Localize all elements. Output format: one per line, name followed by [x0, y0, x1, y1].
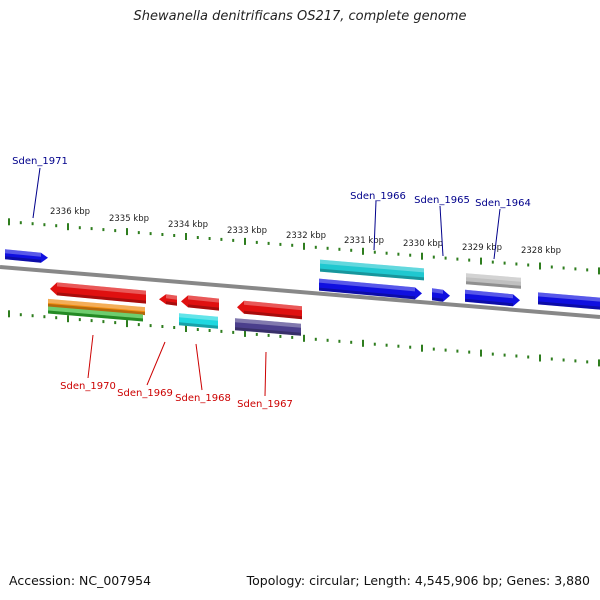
- gene-feature-r2: [48, 298, 145, 316]
- tick-label: 2336 kbp: [50, 207, 90, 217]
- tick-label: 2335 kbp: [109, 214, 149, 224]
- tick-label: 2330 kbp: [403, 239, 443, 249]
- inner-tick-track: [8, 310, 600, 367]
- accession-label: Accession: NC_007954: [9, 573, 152, 588]
- gene-feature-highlight: [244, 300, 302, 311]
- label-line-sden-1969: [146, 341, 166, 386]
- tick-label: 2328 kbp: [521, 246, 561, 256]
- gene-feature-f1: [5, 249, 48, 263]
- gene-feature-highlight: [432, 288, 443, 294]
- label-line-sden-1966: [373, 200, 377, 251]
- gene-feature-shadow: [538, 301, 600, 310]
- gene-feature-shadow: [319, 287, 415, 300]
- gene-feature-shadow: [166, 301, 177, 306]
- gene-feature-shadow: [179, 322, 218, 329]
- gene-feature-highlight: [235, 318, 301, 328]
- gene-feature-r4: [159, 294, 177, 306]
- gene-feature-shadow: [48, 303, 145, 316]
- genome-backbone: [0, 265, 600, 319]
- gene-feature-f6: [466, 273, 521, 289]
- gene-feature-shadow: [432, 297, 443, 302]
- label-line-sden-1964: [493, 208, 501, 260]
- gene-feature-shadow: [235, 327, 301, 336]
- gene-feature-shadow: [465, 298, 513, 307]
- gene-label-sden-1964: Sden_1964: [475, 198, 531, 209]
- label-line-sden-1965: [439, 205, 444, 257]
- feature-group: [5, 249, 600, 336]
- gene-label-group: Sden_1971 Sden_1966 Sden_1965 Sden_1964 …: [12, 156, 531, 410]
- gene-feature-highlight: [320, 259, 424, 273]
- map-title: Shewanella denitrificans OS217, complete…: [133, 9, 467, 24]
- gene-feature-highlight: [5, 249, 41, 257]
- gene-feature-highlight: [188, 295, 219, 303]
- tick-label: 2329 kbp: [462, 243, 502, 253]
- tick-label: 2334 kbp: [168, 220, 208, 230]
- gene-feature-shadow: [188, 304, 219, 311]
- gene-feature-shadow: [48, 310, 143, 322]
- gene-feature-highlight: [48, 306, 143, 319]
- gene-feature-highlight: [179, 313, 218, 321]
- gene-feature-f3: [319, 278, 422, 300]
- gene-feature-highlight: [319, 278, 415, 292]
- gene-feature-shadow: [5, 256, 41, 263]
- gene-label-sden-1968: Sden_1968: [175, 393, 231, 404]
- gene-feature-shadow: [320, 268, 424, 281]
- tick-label-group: 2336 kbp 2335 kbp 2334 kbp 2333 kbp 2332…: [50, 207, 561, 256]
- gene-label-sden-1971: Sden_1971: [12, 156, 68, 167]
- gene-feature-f5: [465, 289, 520, 307]
- gene-label-sden-1970: Sden_1970: [60, 381, 116, 392]
- gene-feature-f7: [538, 292, 600, 310]
- gene-feature-f2: [320, 259, 424, 281]
- gene-label-sden-1965: Sden_1965: [414, 195, 470, 206]
- gene-feature-highlight: [538, 292, 600, 302]
- gene-feature-shadow: [57, 292, 146, 304]
- outer-tick-track: [8, 218, 600, 275]
- tick-label: 2332 kbp: [286, 231, 326, 241]
- gene-feature-shadow: [466, 281, 521, 289]
- tick-label: 2331 kbp: [344, 236, 384, 246]
- label-line-sden-1970: [87, 334, 94, 379]
- gene-feature-highlight: [57, 282, 146, 295]
- gene-feature-r1: [50, 282, 146, 304]
- tick-label: 2333 kbp: [227, 226, 267, 236]
- gene-feature-f4: [432, 288, 450, 302]
- topology-label: Topology: circular; Length: 4,545,906 bp…: [246, 573, 590, 588]
- gene-feature-shadow: [244, 310, 302, 320]
- gene-feature-highlight: [48, 298, 145, 312]
- gene-label-sden-1966: Sden_1966: [350, 191, 406, 202]
- gene-feature-r5: [181, 295, 219, 311]
- label-line-sden-1971: [32, 167, 41, 219]
- gene-feature-r6: [179, 313, 218, 329]
- gene-feature-highlight: [166, 294, 177, 300]
- label-line-sden-1967: [264, 351, 267, 397]
- gene-label-sden-1967: Sden_1967: [237, 399, 293, 410]
- gene-label-sden-1969: Sden_1969: [117, 388, 173, 399]
- gene-feature-r8: [235, 318, 301, 336]
- gene-feature-r7: [237, 300, 302, 320]
- gene-feature-r3: [48, 306, 143, 322]
- label-line-group: [32, 167, 501, 397]
- gene-feature-highlight: [466, 273, 521, 282]
- gene-feature-highlight: [465, 289, 513, 299]
- label-line-sden-1968: [195, 343, 203, 391]
